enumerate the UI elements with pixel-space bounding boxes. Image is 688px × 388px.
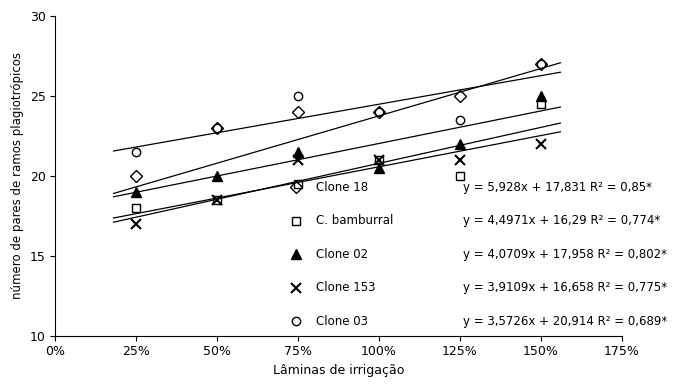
Text: y = 4,0709x + 17,958 R² = 0,802*: y = 4,0709x + 17,958 R² = 0,802* [463, 248, 667, 261]
Text: Clone 153: Clone 153 [316, 281, 376, 294]
Text: Clone 02: Clone 02 [316, 248, 368, 261]
Text: y = 5,928x + 17,831 R² = 0,85*: y = 5,928x + 17,831 R² = 0,85* [463, 180, 652, 194]
Text: C. bamburral: C. bamburral [316, 214, 394, 227]
Y-axis label: número de pares de ramos plagiotrópicos: número de pares de ramos plagiotrópicos [11, 52, 24, 300]
Text: y = 3,9109x + 16,658 R² = 0,775*: y = 3,9109x + 16,658 R² = 0,775* [463, 281, 667, 294]
Text: y = 4,4971x + 16,29 R² = 0,774*: y = 4,4971x + 16,29 R² = 0,774* [463, 214, 660, 227]
Text: Clone 18: Clone 18 [316, 180, 368, 194]
Text: y = 3,5726x + 20,914 R² = 0,689*: y = 3,5726x + 20,914 R² = 0,689* [463, 315, 667, 328]
Text: Clone 03: Clone 03 [316, 315, 368, 328]
X-axis label: Lâminas de irrigação: Lâminas de irrigação [273, 364, 405, 377]
